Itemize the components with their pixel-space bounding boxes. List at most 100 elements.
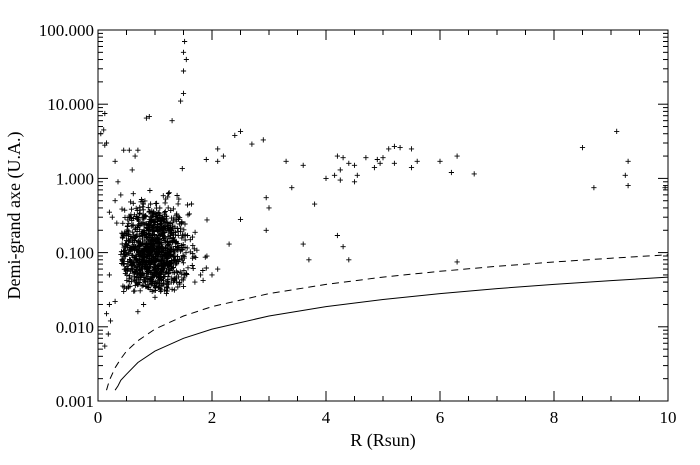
data-point xyxy=(109,214,115,220)
data-point xyxy=(591,185,597,191)
data-point xyxy=(136,238,142,244)
data-point xyxy=(188,201,195,207)
data-point xyxy=(160,282,166,288)
data-point xyxy=(363,155,369,161)
data-point xyxy=(155,249,161,255)
data-point xyxy=(150,229,156,235)
data-point xyxy=(132,273,138,279)
data-point xyxy=(182,237,188,243)
data-point xyxy=(183,250,189,256)
data-point xyxy=(136,276,142,282)
data-point xyxy=(135,281,141,287)
data-point xyxy=(132,262,138,268)
data-point xyxy=(126,278,132,284)
data-point xyxy=(289,185,295,191)
data-point xyxy=(179,277,185,283)
data-point xyxy=(215,266,221,272)
data-point xyxy=(118,192,124,198)
data-point xyxy=(130,191,136,197)
data-point xyxy=(136,243,142,249)
data-point xyxy=(194,247,200,253)
data-point xyxy=(175,284,181,290)
data-point xyxy=(448,169,454,176)
data-point xyxy=(180,260,186,266)
data-point xyxy=(164,281,170,287)
data-point xyxy=(371,165,378,171)
data-point xyxy=(408,165,415,171)
data-point xyxy=(144,227,150,233)
data-point xyxy=(140,207,146,213)
data-point xyxy=(174,270,181,276)
data-point xyxy=(167,226,173,232)
data-point xyxy=(102,142,108,148)
data-point xyxy=(125,261,131,267)
data-point xyxy=(306,257,312,263)
data-point xyxy=(172,229,178,235)
data-point xyxy=(144,243,150,249)
data-point xyxy=(145,284,151,290)
data-point xyxy=(209,272,215,278)
data-point xyxy=(132,153,138,159)
data-point xyxy=(156,274,162,281)
data-point xyxy=(142,198,148,204)
data-point xyxy=(140,211,146,217)
data-point xyxy=(300,162,306,168)
data-point xyxy=(454,259,460,265)
data-point xyxy=(157,246,163,252)
data-point xyxy=(161,234,167,240)
data-point xyxy=(625,158,631,164)
data-point xyxy=(391,143,397,149)
data-point xyxy=(170,206,176,212)
data-point xyxy=(152,257,158,263)
data-point xyxy=(135,309,141,315)
data-point xyxy=(141,257,147,263)
data-point xyxy=(134,216,140,222)
data-point xyxy=(323,175,329,181)
x-tick-label: 0 xyxy=(94,408,103,427)
data-point xyxy=(102,343,108,349)
data-point xyxy=(154,247,160,253)
data-point xyxy=(148,280,154,286)
data-point xyxy=(150,273,156,279)
data-point xyxy=(184,245,190,251)
data-point xyxy=(105,331,111,337)
data-point xyxy=(137,252,143,258)
y-tick-label: 100.000 xyxy=(39,21,94,40)
data-point xyxy=(166,190,172,196)
data-point xyxy=(192,279,198,285)
data-point xyxy=(183,56,189,63)
data-point xyxy=(266,205,272,211)
data-point xyxy=(354,172,360,178)
data-point xyxy=(178,229,184,235)
data-point xyxy=(132,282,138,288)
data-point xyxy=(168,207,174,213)
data-point xyxy=(114,220,120,226)
x-tick-label: 8 xyxy=(550,408,559,427)
data-point xyxy=(141,251,147,257)
data-point xyxy=(312,201,318,207)
data-point xyxy=(130,200,136,206)
data-point xyxy=(101,127,107,133)
data-point xyxy=(140,219,146,225)
data-point xyxy=(179,242,185,249)
data-point xyxy=(129,252,135,258)
x-axis-title: R (Rsun) xyxy=(350,430,416,451)
data-point xyxy=(184,202,191,208)
data-point xyxy=(249,141,255,147)
data-point xyxy=(165,274,171,280)
data-point xyxy=(128,199,134,205)
data-point xyxy=(337,167,343,173)
data-point xyxy=(165,190,172,197)
data-point xyxy=(160,245,166,251)
data-point xyxy=(147,255,153,262)
data-point xyxy=(126,147,132,153)
data-point xyxy=(263,227,269,233)
data-point xyxy=(131,243,137,250)
data-point xyxy=(377,160,383,166)
data-point xyxy=(408,146,415,152)
data-point xyxy=(128,206,135,212)
data-point xyxy=(180,68,187,74)
data-point xyxy=(190,251,196,257)
